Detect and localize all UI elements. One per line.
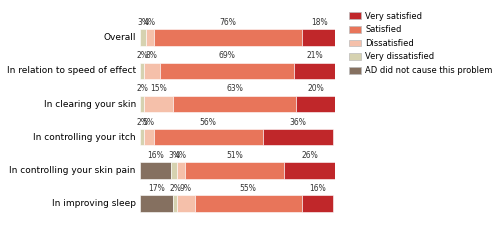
- Text: 69%: 69%: [218, 51, 235, 60]
- Text: 26%: 26%: [302, 151, 318, 160]
- Bar: [144, 129, 154, 146]
- Text: 18%: 18%: [311, 18, 328, 27]
- Text: 8%: 8%: [146, 51, 158, 60]
- Text: 63%: 63%: [226, 85, 243, 93]
- Bar: [294, 63, 335, 79]
- Text: 55%: 55%: [240, 184, 256, 193]
- Text: 4%: 4%: [175, 151, 187, 160]
- Bar: [140, 195, 173, 212]
- Bar: [144, 96, 173, 112]
- Bar: [140, 129, 144, 146]
- Bar: [284, 162, 335, 179]
- Bar: [173, 195, 177, 212]
- Text: 2%: 2%: [136, 51, 148, 60]
- Bar: [302, 195, 333, 212]
- Text: 76%: 76%: [220, 18, 236, 27]
- Legend: Very satisfied, Satisfied, Dissatisfied, Very dissatisfied, AD did not cause thi: Very satisfied, Satisfied, Dissatisfied,…: [347, 10, 494, 77]
- Bar: [140, 96, 144, 112]
- Bar: [154, 129, 263, 146]
- Bar: [171, 162, 177, 179]
- Text: 51%: 51%: [226, 151, 243, 160]
- Text: 4%: 4%: [144, 18, 156, 27]
- Text: 16%: 16%: [147, 151, 164, 160]
- Text: 5%: 5%: [143, 118, 155, 127]
- Text: 3%: 3%: [137, 18, 149, 27]
- Text: 15%: 15%: [150, 85, 167, 93]
- Bar: [177, 162, 185, 179]
- Text: 3%: 3%: [168, 151, 180, 160]
- Text: 2%: 2%: [136, 118, 148, 127]
- Bar: [140, 63, 144, 79]
- Text: 20%: 20%: [307, 85, 324, 93]
- Text: 2%: 2%: [169, 184, 181, 193]
- Bar: [194, 195, 302, 212]
- Bar: [185, 162, 284, 179]
- Bar: [296, 96, 335, 112]
- Bar: [154, 29, 302, 46]
- Bar: [140, 29, 146, 46]
- Text: 9%: 9%: [180, 184, 192, 193]
- Text: 17%: 17%: [148, 184, 165, 193]
- Text: 16%: 16%: [309, 184, 326, 193]
- Text: 2%: 2%: [136, 85, 148, 93]
- Text: 56%: 56%: [200, 118, 216, 127]
- Bar: [160, 63, 294, 79]
- Bar: [144, 63, 160, 79]
- Bar: [173, 96, 296, 112]
- Text: 36%: 36%: [290, 118, 306, 127]
- Bar: [146, 29, 154, 46]
- Bar: [263, 129, 333, 146]
- Bar: [177, 195, 194, 212]
- Text: 21%: 21%: [306, 51, 323, 60]
- Bar: [140, 162, 171, 179]
- Bar: [302, 29, 337, 46]
